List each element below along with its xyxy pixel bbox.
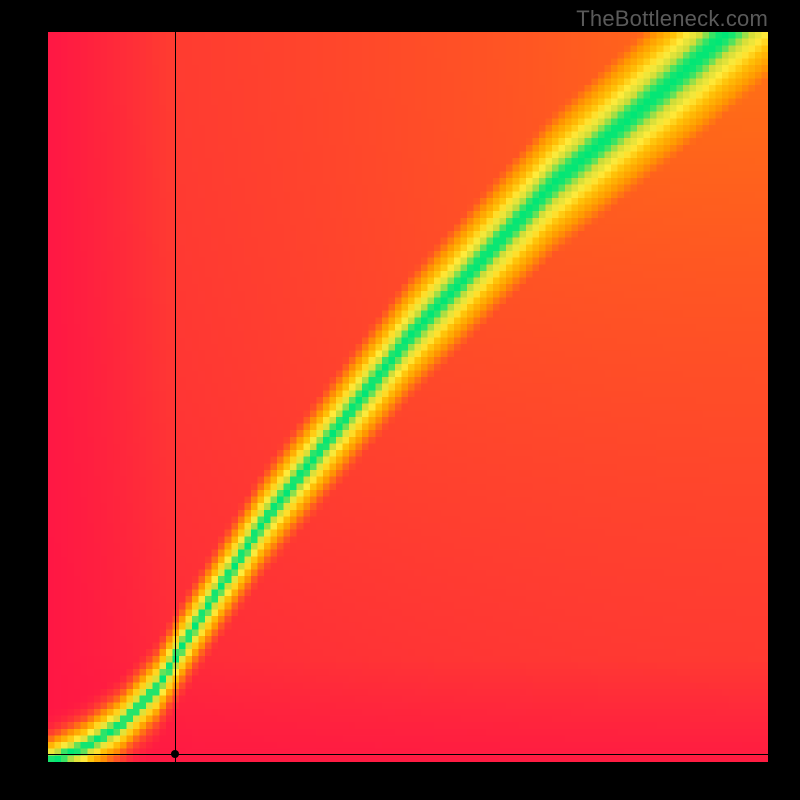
heatmap-plot bbox=[48, 32, 768, 762]
crosshair-horizontal bbox=[48, 754, 768, 755]
heatmap-canvas bbox=[48, 32, 768, 762]
crosshair-vertical bbox=[175, 32, 176, 762]
watermark-text: TheBottleneck.com bbox=[576, 6, 768, 32]
crosshair-dot bbox=[171, 750, 179, 758]
